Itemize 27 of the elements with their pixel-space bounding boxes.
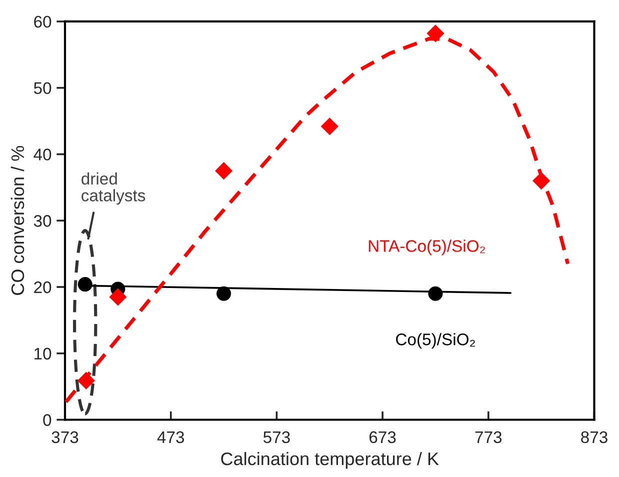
- x-tick-label: 373: [52, 431, 78, 444]
- point: [214, 162, 233, 180]
- x-tick-label: 473: [157, 431, 184, 444]
- x-tick-label: 873: [581, 431, 608, 444]
- point: [320, 118, 338, 136]
- point: [109, 288, 127, 306]
- x-tick-label: 773: [475, 431, 502, 444]
- x-tick-label: 673: [369, 431, 396, 444]
- y-axis-title: CO conversion / %: [10, 146, 24, 295]
- point: [78, 277, 92, 292]
- text: Co(5)/SiO₂: [396, 333, 475, 349]
- y-tick-label: 30: [34, 215, 52, 227]
- annotation: dried catalysts: [82, 172, 146, 205]
- y-tick-label: 50: [34, 82, 52, 94]
- x-tick-label: 573: [263, 431, 290, 444]
- x-axis-title: Calcination temperature / K: [221, 452, 439, 469]
- y-tick-label: 0: [43, 414, 52, 426]
- point: [216, 286, 232, 301]
- y-tick-label: 20: [34, 281, 52, 294]
- point: [426, 24, 444, 42]
- point: [428, 286, 443, 301]
- point: [532, 172, 550, 190]
- point: [77, 372, 95, 390]
- y-tick-label: 60: [34, 16, 52, 28]
- text: NTA-Co(5)/SiO₂: [368, 240, 485, 256]
- y-tick-label: 10: [34, 348, 52, 360]
- y-tick-label: 40: [34, 148, 52, 160]
